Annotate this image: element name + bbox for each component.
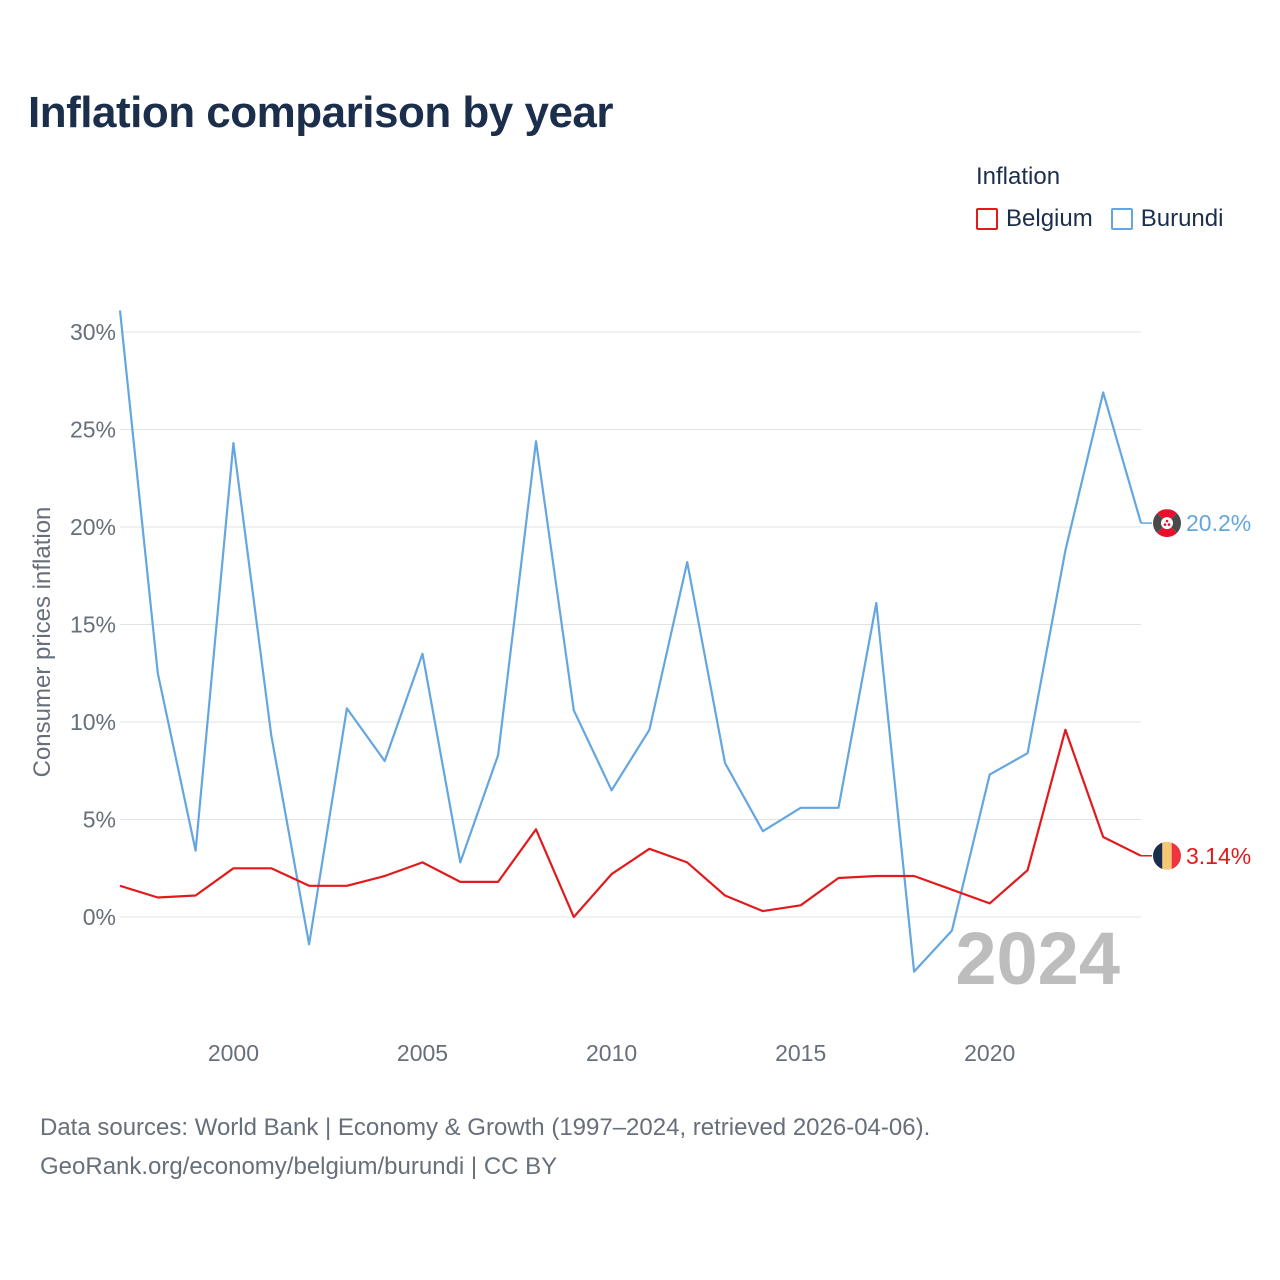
- grid: [120, 331, 1141, 918]
- belgium-flag-icon: [1153, 841, 1181, 870]
- year-watermark: 2024: [955, 917, 1120, 1000]
- footer: Data sources: World Bank | Economy & Gro…: [40, 1108, 930, 1186]
- legend-item-belgium[interactable]: Belgium: [976, 205, 1093, 233]
- y-tick-label: 25%: [70, 417, 116, 443]
- x-tick-label: 2010: [586, 1040, 637, 1066]
- y-tick-label: 20%: [70, 514, 116, 540]
- series-lines: [118, 310, 1143, 973]
- y-axis-label: Consumer prices inflation: [29, 507, 56, 778]
- footer-sources: Data sources: World Bank | Economy & Gro…: [40, 1114, 931, 1141]
- end-label-burundi: 20.2%: [1186, 510, 1251, 536]
- y-axis-ticks: 0% 5% 10% 15% 20% 25% 30%: [70, 319, 116, 930]
- y-tick-label: 5%: [83, 807, 116, 833]
- legend: Belgium Burundi: [976, 205, 1241, 233]
- footer-link[interactable]: GeoRank.org/economy/belgium/burundi | CC…: [40, 1153, 558, 1180]
- legend-item-burundi[interactable]: Burundi: [1110, 205, 1224, 233]
- y-tick-label: 15%: [70, 612, 116, 638]
- series-line-belgium[interactable]: [119, 728, 1142, 919]
- legend-swatch-belgium: [976, 208, 998, 230]
- x-tick-label: 2005: [397, 1040, 448, 1066]
- y-tick-label: 30%: [70, 319, 116, 345]
- chart-title: Inflation comparison by year: [28, 88, 614, 137]
- x-tick-label: 2000: [208, 1040, 259, 1066]
- burundi-flag-icon: [1153, 509, 1181, 538]
- end-label-belgium: 3.14%: [1186, 843, 1251, 869]
- y-tick-label: 10%: [70, 709, 116, 735]
- legend-label-belgium: Belgium: [1006, 205, 1093, 232]
- x-tick-label: 2020: [964, 1040, 1015, 1066]
- series-end-markers: 20.2% 3.14%: [1141, 509, 1251, 870]
- legend-swatch-burundi: [1110, 208, 1133, 230]
- y-tick-label: 0%: [83, 904, 116, 930]
- legend-label-burundi: Burundi: [1140, 205, 1224, 232]
- line-chart: 0% 5% 10% 15% 20% 25% 30% 2000 2005 2010 2015 2020…: [29, 310, 1251, 1066]
- series-line-burundi[interactable]: [118, 310, 1143, 973]
- x-tick-label: 2015: [775, 1040, 826, 1066]
- legend-title: Inflation: [976, 163, 1061, 190]
- x-axis-ticks: 2000 2005 2010 2015 2020: [208, 1040, 1015, 1066]
